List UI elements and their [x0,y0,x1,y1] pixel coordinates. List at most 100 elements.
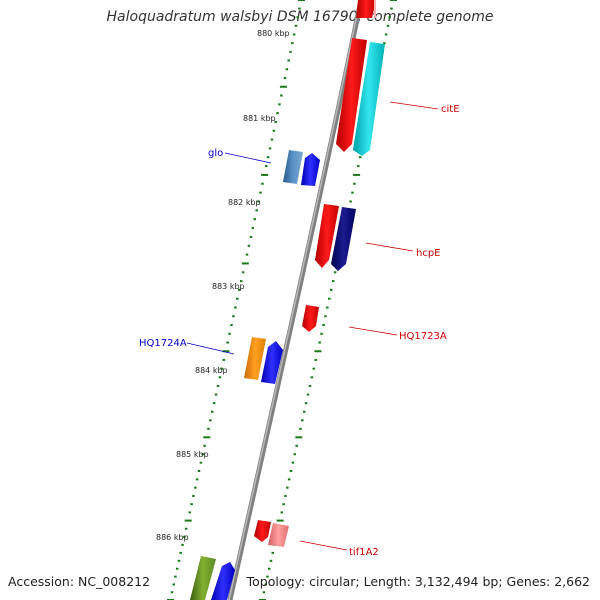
tick-mark [331,280,335,283]
gene-arrow[interactable] [315,204,339,268]
tick-mark [179,551,182,554]
tick-mark [295,436,303,439]
gene-label: tif1A2 [349,547,379,558]
tick-mark [320,332,323,335]
gene-label: citE [441,104,460,115]
tick-mark [284,494,287,497]
tick-mark [330,288,333,291]
leader-line [299,540,348,551]
tick-mark [177,559,181,562]
tick-mark [230,324,233,327]
gene-label: hcpE [416,248,441,259]
tick-mark [255,209,258,212]
tick-mark [251,227,255,230]
gene-arrow[interactable] [336,38,367,152]
tick-mark [222,358,226,361]
gene-arrow[interactable] [211,562,235,600]
tick-mark [190,503,193,506]
tick-mark [280,511,284,514]
tick-mark [310,376,314,379]
tick-mark [291,461,295,464]
tick-mark [210,410,214,413]
tick-mark [232,315,235,318]
gene-labels: citE glo hcpE HQ1723A HQ1724A tif1A2 [139,101,460,558]
tick-mark [183,535,186,538]
gene-arrow[interactable] [254,520,271,542]
tick-marks [167,0,397,600]
tick-mark [279,85,287,88]
tick-mark [212,402,216,405]
tick-mark [289,50,292,53]
tick-mark [390,0,397,1]
tick-mark [170,591,174,594]
scale-label: 880 kbp [257,29,290,38]
tick-mark [306,393,310,396]
tick-mark [314,358,318,361]
tick-mark [203,444,206,447]
tick-mark [184,519,192,522]
leader-line [389,101,439,110]
tick-mark [234,306,237,309]
tick-mark [388,16,391,19]
tick-mark [203,436,211,439]
gene-arrow[interactable] [353,42,385,156]
tick-mark [269,559,273,562]
tick-mark [353,182,356,185]
gene-label: glo [208,148,223,159]
gene-features [190,0,385,600]
scale-label: 881 kbp [243,114,276,123]
tick-mark [302,410,306,413]
gene-arrow[interactable] [356,0,376,18]
tick-mark [298,7,301,10]
gene-arrow[interactable] [261,341,283,384]
tick-mark [291,42,294,45]
tick-mark [283,77,287,80]
tick-mark [239,280,243,283]
tick-mark [220,367,224,370]
gene-arrow[interactable] [374,0,376,18]
tick-mark [241,262,249,265]
tick-mark [390,7,393,10]
tick-mark [357,165,360,168]
gene-arrow[interactable] [190,556,216,600]
gene-arrow[interactable] [268,523,289,547]
tick-mark [285,68,289,71]
leader-line [365,242,414,252]
tick-mark [298,0,305,1]
tick-mark [172,583,175,586]
map-title: Haloquadratum walsbyi DSM 16790, complet… [106,9,494,25]
tick-mark [259,191,262,194]
tick-mark [247,244,251,247]
leader-line [348,326,398,336]
gene-arrow[interactable] [302,305,319,332]
gene-arrow[interactable] [283,150,303,184]
tick-mark [386,24,390,27]
tick-mark [318,341,321,344]
tick-mark [257,200,260,203]
tick-mark [268,147,272,150]
gene-arrow[interactable] [244,337,266,380]
tick-mark [287,478,291,481]
tick-mark [270,138,274,141]
tick-mark [358,156,362,159]
tick-mark [197,470,201,473]
scale-labels: 880 kbp 881 kbp 882 kbp 883 kbp 884 kbp … [156,29,290,542]
tick-mark [266,156,270,159]
tick-mark [293,453,297,456]
tick-mark [292,33,296,36]
tick-mark [249,235,253,238]
tick-mark [328,297,331,300]
leader-line [186,342,235,355]
tick-mark [188,511,192,514]
tick-mark [199,461,203,464]
gene-arrow[interactable] [301,153,320,186]
tick-mark [222,350,230,353]
scale-label: 885 kbp [176,450,209,459]
tick-mark [289,470,293,473]
tick-mark [314,350,322,353]
gene-arrow[interactable] [331,207,356,271]
tick-mark [299,427,302,430]
tick-mark [194,486,197,489]
tick-mark [383,42,386,45]
accession-text: Accession: NC_008212 [8,574,151,589]
